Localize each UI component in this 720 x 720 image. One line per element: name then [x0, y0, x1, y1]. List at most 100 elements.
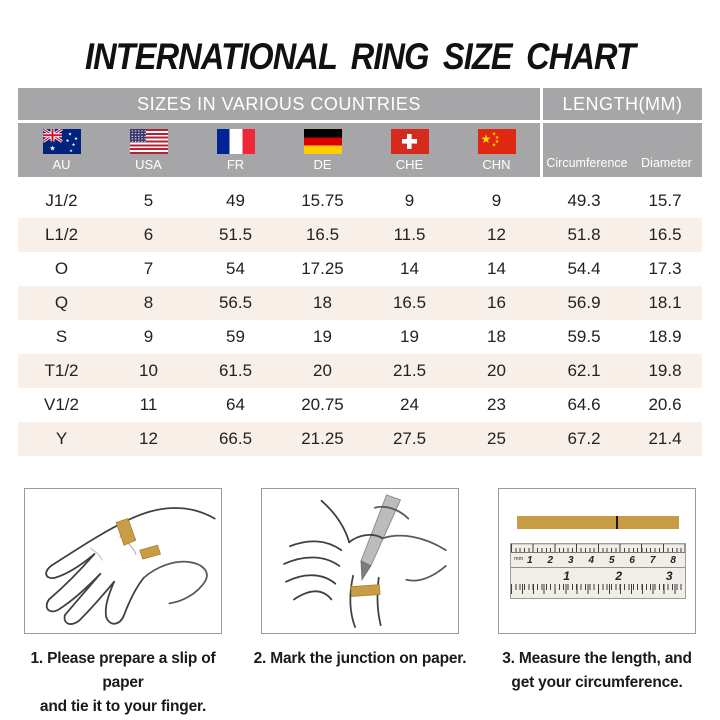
cell: 7: [143, 259, 154, 278]
cell: 56.9: [567, 293, 601, 312]
cell: 59: [226, 327, 245, 346]
cell: 18: [487, 327, 506, 346]
cm-number: 8: [670, 554, 676, 566]
country-column-che: CHE: [366, 123, 453, 177]
cell: 9: [404, 191, 415, 210]
table-row: Y 12 66.5 21.25 27.5 25 67.2 21.4: [18, 422, 702, 456]
length-group-header: LENGTH(MM): [543, 88, 702, 123]
countries-header-section: SIZES IN VARIOUS COUNTRIES ★: [18, 88, 540, 177]
cell: 19: [313, 327, 332, 346]
cell: 51.5: [218, 225, 253, 244]
ruler: mm 1 2 3 4 5 6 7 8 1 2 3: [510, 543, 686, 599]
country-code-au: AU: [52, 157, 71, 172]
svg-text:★: ★: [480, 132, 491, 146]
cm-number: 3: [567, 554, 574, 566]
cell: 12: [487, 225, 506, 244]
cell: 62.1: [567, 361, 601, 380]
inch-number: 3: [665, 569, 673, 583]
germany-flag-icon: [303, 129, 342, 154]
cell: 5: [143, 191, 154, 210]
cell: 6: [143, 225, 154, 244]
step-1-illustration-hand-with-paper-strip: [24, 488, 222, 634]
step-3: mm 1 2 3 4 5 6 7 8 1 2 3: [482, 488, 712, 719]
cell: 18.9: [648, 327, 682, 346]
length-header-section: LENGTH(MM) Circumference Diameter: [543, 88, 702, 177]
svg-text:★: ★: [73, 136, 78, 141]
cell: 54: [226, 259, 245, 278]
cell: 16: [487, 293, 506, 312]
svg-text:★: ★: [491, 132, 496, 138]
cell: 18.1: [648, 293, 682, 312]
inch-number: 2: [615, 569, 623, 583]
cell: 18: [313, 293, 332, 312]
cell: O: [54, 259, 69, 278]
diameter-header: Diameter: [641, 156, 692, 170]
cell: 11: [139, 395, 158, 414]
ring-size-table: SIZES IN VARIOUS COUNTRIES ★: [18, 88, 702, 456]
inch-number: 1: [563, 569, 570, 583]
length-subheaders: Circumference Diameter: [543, 123, 702, 177]
table-row: L1/2 6 51.5 16.5 11.5 12 51.8 16.5: [18, 218, 702, 252]
cell: 14: [487, 259, 506, 278]
step-3-caption-line1: 3. Measure the length, and: [502, 650, 692, 667]
cell: 20: [313, 361, 332, 380]
cell: 14: [400, 259, 419, 278]
cell: 21.4: [648, 429, 682, 448]
country-code-chn: CHN: [482, 157, 511, 172]
circumference-header: Circumference: [546, 156, 628, 170]
cell: 49: [226, 191, 245, 210]
cell: 16.5: [305, 225, 340, 244]
cell: 25: [487, 429, 506, 448]
switzerland-flag-icon: [390, 129, 429, 154]
china-flag-icon: ★ ★ ★ ★ ★: [477, 129, 516, 154]
cell: 64: [226, 395, 245, 414]
cell: 61.5: [218, 361, 253, 380]
cell: J1/2: [45, 191, 78, 210]
svg-text:★: ★: [491, 143, 496, 149]
svg-text:★: ★: [69, 148, 73, 153]
country-code-che: CHE: [395, 157, 424, 172]
ruler-mm-label: mm: [514, 556, 524, 562]
step-1-caption-line2: and tie it to your finger.: [39, 698, 207, 716]
flags-row: ★ ★ ★ ★ ★ ★ AU USA: [18, 123, 540, 177]
step-2-caption: 2. Mark the junction on paper.: [254, 647, 467, 671]
cell: 15.7: [648, 191, 682, 210]
usa-flag-icon: [129, 129, 168, 154]
table-header: SIZES IN VARIOUS COUNTRIES ★: [18, 88, 702, 177]
cell: T1/2: [44, 361, 79, 380]
cell: 17.25: [301, 259, 344, 278]
paper-strip: [517, 516, 679, 529]
cell: L1/2: [44, 225, 79, 244]
cell: 23: [487, 395, 506, 414]
ruler-inch-numbers: 1 2 3: [511, 568, 685, 584]
country-column-chn: ★ ★ ★ ★ ★ CHN: [453, 123, 540, 177]
svg-text:★: ★: [71, 142, 76, 147]
cell: 21.25: [301, 429, 344, 448]
cm-number: 2: [547, 554, 554, 566]
table-row: J1/2 5 49 15.75 9 9 49.3 15.7: [18, 184, 702, 218]
cell: 51.8: [567, 225, 601, 244]
table-row: O 7 54 17.25 14 14 54.4 17.3: [18, 252, 702, 286]
instruction-steps: 1. Please prepare a slip of paper and ti…: [0, 488, 720, 719]
cell: 16.5: [392, 293, 427, 312]
cm-number: 4: [588, 554, 595, 566]
ruler-cm-ticks: [511, 544, 685, 553]
cm-number: 6: [629, 554, 635, 566]
ruler-divider: [511, 567, 685, 568]
cell: 20.75: [301, 395, 344, 414]
table-row: V1/2 11 64 20.75 24 23 64.6 20.6: [18, 388, 702, 422]
cell: 15.75: [301, 191, 344, 210]
cell: 49.3: [567, 191, 601, 210]
cell: 11.5: [393, 225, 426, 244]
cell: 59.5: [567, 327, 601, 346]
cell: 21.5: [392, 361, 427, 380]
svg-text:★: ★: [49, 145, 55, 153]
step-2-illustration-marking-junction: [261, 488, 459, 634]
cm-number: 5: [608, 554, 615, 566]
svg-text:★: ★: [67, 132, 72, 137]
cm-number: 7: [649, 554, 656, 566]
cell: 9: [491, 191, 502, 210]
france-flag-icon: [216, 129, 255, 154]
country-column-de: DE: [279, 123, 366, 177]
cell: V1/2: [44, 395, 79, 414]
